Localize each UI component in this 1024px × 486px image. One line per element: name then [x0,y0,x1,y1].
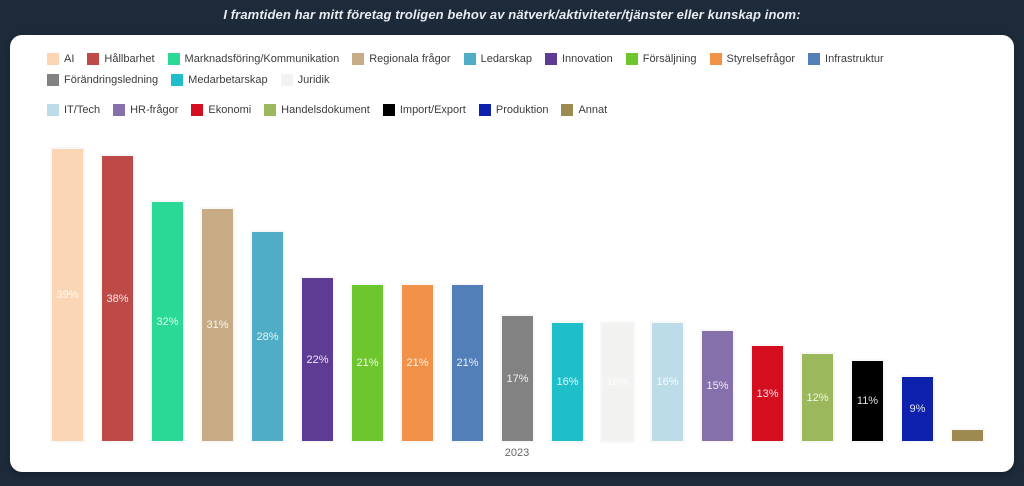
legend-item-ai[interactable]: AI [47,53,74,65]
legend-label: Annat [578,104,608,116]
bar-regionala-fr-gor[interactable]: 31% [200,207,235,443]
bar-value-label: 31% [206,319,229,331]
bar-infrastruktur[interactable]: 21% [450,283,485,443]
legend-label: Innovation [561,53,613,65]
bar-produktion[interactable]: 9% [900,375,935,443]
bar-handelsdokument[interactable]: 12% [800,352,835,443]
bar-value-label: 17% [506,372,529,385]
legend-label: HR-frågor [130,104,179,116]
legend-item-ledarskap[interactable]: Ledarskap [463,53,532,65]
legend-label: Medarbetarskap [188,74,268,86]
legend-swatch-juridik [280,74,293,86]
legend-swatch-import-export [382,104,395,116]
bar-value-label: 21% [356,357,379,369]
bar-ekonomi[interactable]: 13% [750,344,785,443]
bar-annat[interactable] [950,428,985,443]
x-axis-tick-label: 2023 [504,447,530,459]
bar-juridik[interactable]: 16% [600,321,635,443]
legend-label: AI [64,53,75,65]
legend-item-hr-fr-gor[interactable]: HR-frågor [113,104,178,116]
bar-marknadsf-ring-kommunikation[interactable]: 32% [150,200,185,443]
legend-swatch-h-llbarhet [87,53,100,65]
legend-swatch-annat [561,104,574,116]
page-title: I framtiden har mitt företag troligen be… [223,7,801,22]
legend-label: Marknadsföring/Kommunikation [184,53,340,65]
legend-item-import-export[interactable]: Import/Export [382,104,466,116]
legend-item-marknadsf-ring-kommunikation[interactable]: Marknadsföring/Kommunikation [167,53,340,65]
legend-item-f-r-ndringsledning[interactable]: Förändringsledning [47,74,158,86]
bar-value-label: 38% [106,292,129,305]
legend-item-styrelsefr-gor[interactable]: Styrelsefrågor [709,53,796,65]
chart-legend: AI Hållbarhet Marknadsföring/Kommunikation… [47,53,997,116]
legend-swatch-ekonomi [191,104,204,116]
bar-value-label: 39% [56,289,79,301]
plot-area: 39% 38% 32% 31% 28% 22% 21% 21% 21% 17% 16% 16% 16% 1… [50,143,985,443]
legend-label: Regionala frågor [369,53,451,65]
legend-item-infrastruktur[interactable]: Infrastruktur [808,53,884,65]
legend-item-handelsdokument[interactable]: Handelsdokument [264,104,370,116]
legend-label: Import/Export [399,104,466,116]
legend-label: Infrastruktur [825,53,884,65]
legend-label: IT/Tech [64,104,101,116]
legend-swatch-hr-fr-gor [113,104,126,116]
legend-label: Juridik [297,74,330,86]
bar-f-rs-ljning[interactable]: 21% [350,283,385,443]
legend-label: Ekonomi [208,104,252,116]
bar-value-label: 9% [909,403,926,415]
legend-item-regionala-fr-gor[interactable]: Regionala frågor [352,53,451,65]
bar-value-label: 15% [706,380,729,392]
legend-swatch-medarbetarskap [171,74,184,86]
legend-swatch-it-tech [47,104,59,116]
bar-value-label: 11% [856,395,879,407]
bar-value-label: 32% [156,315,179,328]
bar-value-label: 16% [606,376,629,388]
bar-ai[interactable]: 39% [50,147,85,443]
legend-label: Försäljning [642,53,697,65]
legend-item-it-tech[interactable]: IT/Tech [47,104,100,116]
legend-label: Hållbarhet [104,53,155,65]
bar-value-label: 16% [556,376,579,388]
legend-swatch-innovation [544,53,557,65]
bar-innovation[interactable]: 22% [300,276,335,443]
bar-ledarskap[interactable]: 28% [250,230,285,443]
legend-swatch-ai [47,53,59,65]
bar-value-label: 12% [806,391,829,404]
bar-medarbetarskap[interactable]: 16% [550,321,585,443]
legend-item-h-llbarhet[interactable]: Hållbarhet [87,53,155,65]
bar-styrelsefr-gor[interactable]: 21% [400,283,435,443]
legend-swatch-styrelsefr-gor [709,53,722,65]
legend-swatch-ledarskap [463,53,476,65]
legend-swatch-marknadsf-ring-kommunikation [167,53,180,65]
legend-swatch-produktion [478,104,491,116]
legend-item-f-rs-ljning[interactable]: Försäljning [625,53,697,65]
legend-swatch-f-r-ndringsledning [47,74,59,86]
bar-f-r-ndringsledning[interactable]: 17% [500,314,535,443]
legend-item-innovation[interactable]: Innovation [544,53,613,65]
legend-swatch-infrastruktur [808,53,821,65]
legend-item-juridik[interactable]: Juridik [280,74,330,86]
legend-swatch-handelsdokument [264,104,277,116]
bar-value-label: 21% [456,357,479,369]
chart-card: AI Hållbarhet Marknadsföring/Kommunikation… [10,35,1014,472]
legend-label: Handelsdokument [281,104,370,116]
legend-swatch-regionala-fr-gor [352,53,365,65]
legend-label: Produktion [495,104,549,116]
bar-value-label: 22% [306,353,329,366]
bar-import-export[interactable]: 11% [850,359,885,443]
legend-swatch-f-rs-ljning [625,53,638,65]
bar-value-label: 13% [756,387,779,400]
legend-label: Förändringsledning [64,74,159,86]
legend-label: Styrelsefrågor [726,53,796,65]
bar-value-label: 21% [406,357,429,369]
bar-hr-fr-gor[interactable]: 15% [700,329,735,443]
bar-h-llbarhet[interactable]: 38% [100,154,135,443]
legend-item-ekonomi[interactable]: Ekonomi [191,104,251,116]
bar-value-label: 16% [656,376,679,388]
legend-item-annat[interactable]: Annat [561,104,607,116]
bar-it-tech[interactable]: 16% [650,321,685,443]
legend-label: Ledarskap [480,53,532,65]
legend-item-medarbetarskap[interactable]: Medarbetarskap [171,74,268,86]
bar-value-label: 28% [256,330,279,343]
legend-item-produktion[interactable]: Produktion [478,104,549,116]
